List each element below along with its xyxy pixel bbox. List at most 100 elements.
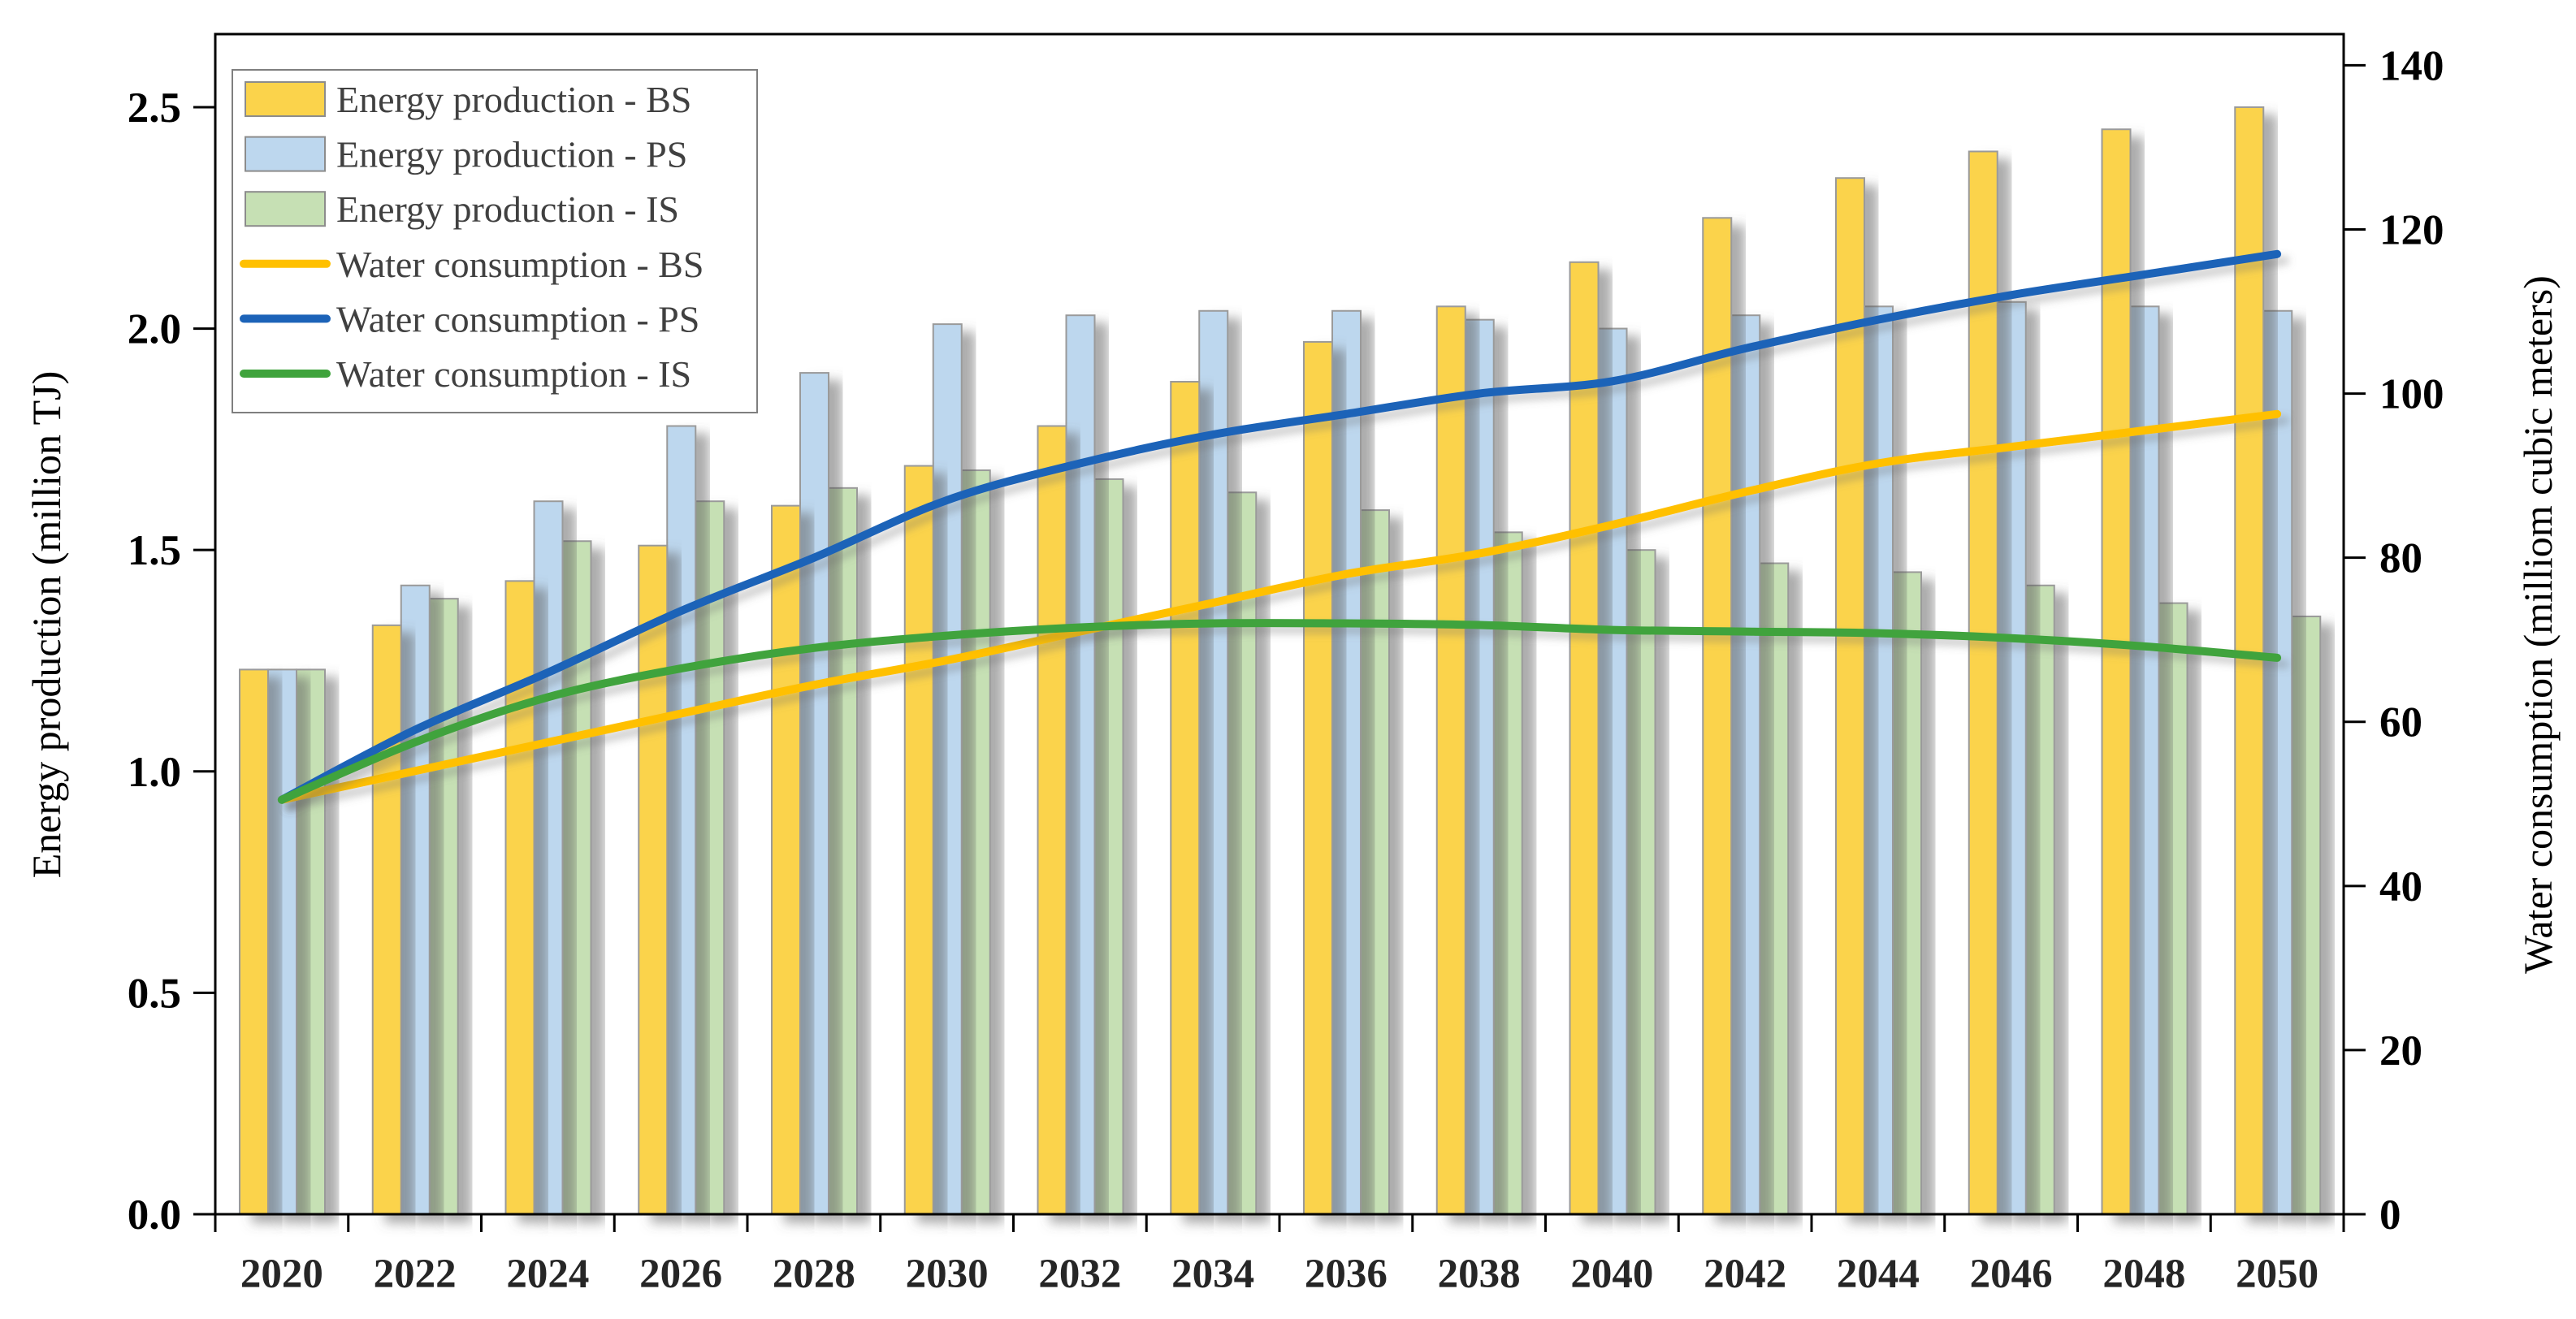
legend-bar-swatch [245, 81, 326, 117]
bar-bs-2022 [371, 624, 402, 1215]
bar-bs-2026 [638, 544, 669, 1215]
right-axis-title: Water consumption (milliom cubic meters) [2515, 275, 2561, 974]
right-tick-label: 40 [2379, 863, 2422, 910]
bar-is-2036 [1360, 509, 1390, 1215]
bar-ps-2040 [1597, 327, 1628, 1215]
bar-bs-2024 [504, 580, 535, 1215]
legend-label: Energy production - IS [336, 188, 679, 230]
right-tick-label: 140 [2379, 42, 2444, 89]
bar-ps-2042 [1730, 314, 1761, 1215]
x-tick-label-2044: 2044 [1837, 1252, 1920, 1297]
bar-is-2032 [1093, 478, 1124, 1215]
legend-bar-swatch [245, 136, 326, 172]
bar-bs-2034 [1170, 380, 1201, 1215]
legend: Energy production - BS Energy production … [232, 69, 758, 413]
left-tick-label: 2.0 [128, 306, 181, 353]
right-tick-label: 80 [2379, 535, 2422, 582]
bar-is-2040 [1626, 549, 1656, 1215]
bar-is-2046 [2024, 584, 2055, 1215]
left-tick-label: 1.0 [128, 749, 181, 796]
bar-ps-2026 [666, 425, 697, 1215]
x-tick-label-2050: 2050 [2236, 1252, 2318, 1297]
line-ps [277, 249, 2282, 804]
bar-ps-2028 [799, 372, 829, 1215]
right-tick-label: 60 [2379, 699, 2422, 746]
bar-ps-2048 [2129, 305, 2160, 1215]
bar-ps-2022 [400, 584, 431, 1215]
line-bs [277, 409, 2282, 804]
bar-is-2026 [695, 500, 725, 1215]
bar-ps-2050 [2262, 309, 2293, 1215]
bar-bs-2028 [771, 504, 801, 1215]
bar-ps-2030 [932, 323, 963, 1215]
bar-is-2042 [1759, 562, 1790, 1215]
legend-label: Water consumption - PS [336, 298, 699, 339]
x-tick-label-2026: 2026 [639, 1252, 722, 1297]
bar-ps-2020 [267, 668, 297, 1215]
bar-ps-2046 [1996, 301, 2027, 1215]
right-tick-label: 100 [2379, 371, 2444, 418]
bar-bs-2040 [1569, 261, 1600, 1215]
legend-item: Energy production - IS [245, 188, 679, 230]
legend-label: Water consumption - IS [336, 353, 691, 395]
bar-is-2022 [428, 598, 459, 1215]
x-tick-label-2024: 2024 [506, 1252, 589, 1297]
bar-bs-2032 [1037, 425, 1067, 1215]
left-tick-label: 0.0 [128, 1191, 181, 1239]
legend-bar-swatch [245, 191, 326, 227]
bar-bs-2046 [1968, 150, 1998, 1215]
bar-bs-2048 [2101, 128, 2132, 1215]
x-tick-label-2030: 2030 [906, 1252, 989, 1297]
bar-ps-2038 [1464, 318, 1495, 1215]
legend-label: Energy production - BS [336, 79, 691, 120]
bar-is-2030 [960, 469, 991, 1215]
legend-item: Energy production - PS [245, 134, 687, 175]
bar-ps-2024 [533, 500, 564, 1215]
x-tick-label-2048: 2048 [2102, 1252, 2185, 1297]
x-tick-label-2038: 2038 [1438, 1252, 1521, 1297]
x-tick-label-2034: 2034 [1171, 1252, 1254, 1297]
legend-item: Water consumption - BS [240, 244, 704, 285]
legend-label: Energy production - PS [336, 134, 687, 175]
left-tick-label: 2.5 [128, 84, 181, 132]
bar-is-2020 [296, 668, 326, 1215]
legend-item: Water consumption - PS [240, 298, 699, 339]
x-tick-label-2042: 2042 [1704, 1252, 1786, 1297]
bar-bs-2036 [1303, 340, 1333, 1216]
x-tick-label-2040: 2040 [1570, 1252, 1653, 1297]
right-tick-label: 20 [2379, 1027, 2422, 1075]
left-tick-label: 0.5 [128, 970, 181, 1017]
legend-item: Energy production - BS [245, 79, 691, 120]
line-is [277, 619, 2282, 804]
x-tick-label-2046: 2046 [1970, 1252, 2053, 1297]
legend-item: Water consumption - IS [240, 353, 691, 395]
x-tick-label-2028: 2028 [773, 1252, 855, 1297]
bar-bs-2020 [239, 668, 269, 1215]
bar-is-2048 [2158, 602, 2189, 1215]
bar-bs-2044 [1835, 177, 1865, 1216]
x-tick-label-2020: 2020 [240, 1252, 323, 1297]
right-tick-label: 120 [2379, 206, 2444, 253]
left-tick-label: 1.5 [128, 527, 181, 574]
bar-bs-2050 [2234, 106, 2265, 1216]
bar-is-2028 [828, 487, 858, 1215]
legend-box [232, 69, 758, 413]
bar-ps-2044 [1864, 305, 1894, 1215]
bar-ps-2034 [1198, 309, 1229, 1215]
bar-bs-2030 [903, 465, 934, 1215]
right-tick-label: 0 [2379, 1191, 2401, 1239]
bar-ps-2032 [1065, 314, 1096, 1215]
legend-label: Water consumption - BS [336, 244, 704, 285]
bar-is-2038 [1492, 531, 1523, 1215]
bar-ps-2036 [1331, 309, 1362, 1215]
x-tick-label-2032: 2032 [1038, 1252, 1121, 1297]
bar-bs-2042 [1702, 217, 1733, 1215]
x-tick-label-2022: 2022 [374, 1252, 457, 1297]
x-tick-label-2036: 2036 [1305, 1252, 1388, 1297]
left-axis-title: Energy production (million TJ) [24, 370, 69, 879]
bar-is-2050 [2291, 615, 2322, 1215]
bar-is-2044 [1892, 571, 1922, 1215]
bar-bs-2038 [1435, 305, 1466, 1215]
bar-is-2024 [561, 540, 592, 1215]
